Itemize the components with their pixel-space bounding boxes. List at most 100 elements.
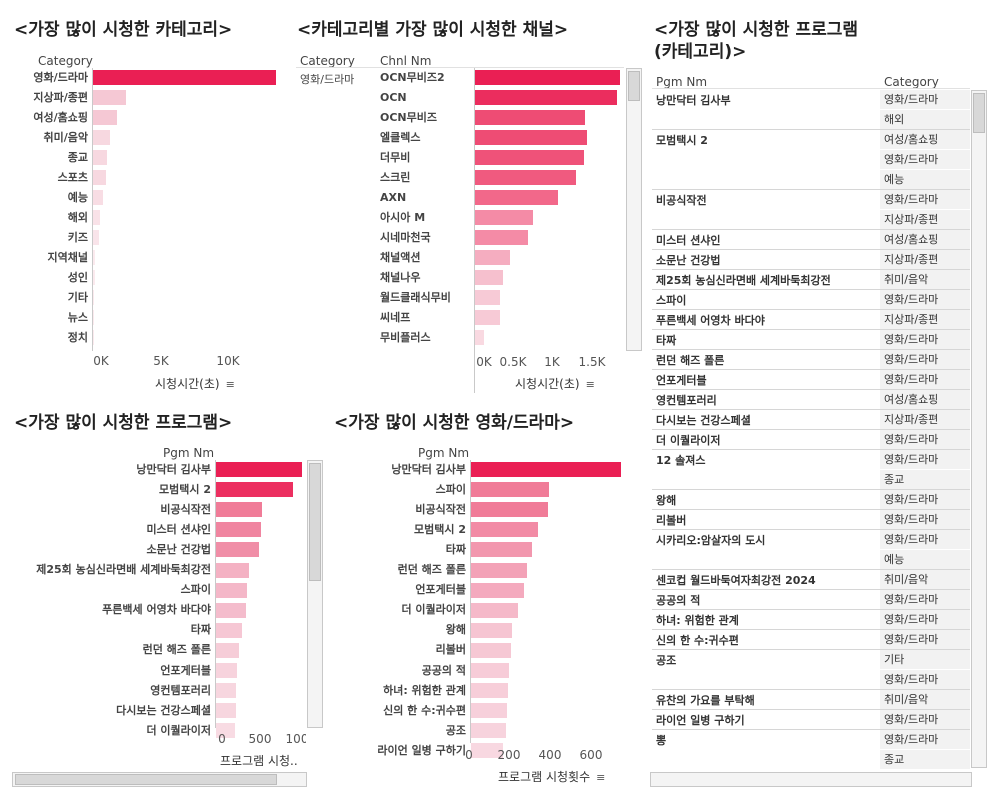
column-header-category: Category xyxy=(300,54,355,68)
bar-label: 언포게터블 xyxy=(160,663,211,677)
x-tick-label: 100 xyxy=(285,732,306,746)
sort-icon[interactable]: ≡ xyxy=(596,771,606,784)
bar-label: 공공의 적 xyxy=(421,663,466,677)
x-tick-label: 600 xyxy=(579,748,603,762)
table-cell-program: 공공의 적 xyxy=(656,594,701,607)
bar xyxy=(216,582,248,598)
program-chart-vscrollbar-thumb[interactable] xyxy=(309,463,321,581)
bar-label: 타짜 xyxy=(190,623,211,637)
row-separator xyxy=(652,189,970,190)
row-separator xyxy=(652,689,970,690)
bar xyxy=(471,542,532,558)
bar-label: 스포츠 xyxy=(57,170,88,184)
bar xyxy=(471,482,549,498)
table-vscrollbar-thumb[interactable] xyxy=(973,93,985,133)
bar-label: OCN무비즈 xyxy=(380,110,437,124)
bar-label: 모범택시 2 xyxy=(414,522,466,536)
axis-line xyxy=(215,460,216,728)
program-chart-hscrollbar[interactable] xyxy=(12,772,307,787)
bar xyxy=(475,230,529,245)
table-cell-program: 센코컵 월드바둑여자최강전 2024 xyxy=(656,574,816,587)
row-separator xyxy=(652,709,970,710)
table-cell-program: 다시보는 건강스페셜 xyxy=(656,414,751,427)
bar-label: 더무비 xyxy=(380,150,411,164)
bar xyxy=(93,250,95,265)
bar xyxy=(475,290,501,305)
bar xyxy=(471,663,509,678)
x-axis-title: 프로그램 시청.. xyxy=(220,752,298,769)
header-separator xyxy=(652,88,970,89)
row-separator xyxy=(652,389,970,390)
bar xyxy=(471,683,508,699)
bar xyxy=(216,663,238,678)
x-tick-label: 0 xyxy=(465,748,473,762)
table-cell-program: 신의 한 수:귀수편 xyxy=(656,634,739,647)
bar xyxy=(216,602,246,618)
sort-icon[interactable]: ≡ xyxy=(585,378,595,391)
table-hscrollbar[interactable] xyxy=(650,772,972,787)
bar xyxy=(471,582,524,598)
row-separator xyxy=(652,269,970,270)
table-cell-category: 해외 xyxy=(880,110,970,129)
panel-title-movies: <가장 많이 시청한 영화/드라마> xyxy=(334,413,575,433)
channel-chart-scrollbar-thumb[interactable] xyxy=(628,71,640,101)
table-cell-program: 더 이퀄라이저 xyxy=(656,434,721,447)
table-cell-category: 취미/음악 xyxy=(880,570,970,589)
row-separator xyxy=(652,449,970,450)
bar xyxy=(93,70,277,85)
bar-label: 종교 xyxy=(67,150,88,164)
sort-icon[interactable]: ≡ xyxy=(225,378,235,391)
table-cell-program: 왕해 xyxy=(656,494,677,507)
column-header-program: Pgm Nm xyxy=(418,446,470,460)
movie-drama-bar-chart: Pgm Nm 낭만닥터 김사부 스파이 비공식작전 모범택시 2 타짜 런던 해즈 폴른 언포… xyxy=(377,446,621,785)
bar-label: 공조 xyxy=(445,723,466,737)
table-cell-program: 비공식작전 xyxy=(656,194,707,207)
table-cell-category: 영화/드라마 xyxy=(880,350,970,369)
bar-label: 낭만닥터 김사부 xyxy=(391,462,466,476)
bar-label: 무비플러스 xyxy=(380,330,431,344)
bar-label: 스파이 xyxy=(435,482,466,496)
bar-label: 미스터 션샤인 xyxy=(146,522,211,536)
bar-label: 푸른백세 어영차 바다야 xyxy=(102,603,211,617)
panel-title-program-category-line2: (카테고리)> xyxy=(654,42,747,62)
table-cell-category: 영화/드라마 xyxy=(880,630,970,649)
bar xyxy=(216,683,237,699)
bar-label: 제25회 농심신라면배 세계바둑최강전 xyxy=(36,563,211,576)
x-axis-title: 프로그램 시청횟수 ≡ xyxy=(498,768,605,785)
header-separator xyxy=(296,67,624,68)
program-bar-chart: Pgm Nm 낭만닥터 김사부 모범택시 2 비공식작전 미스터 션샤인 소문난 건강법 제… xyxy=(0,0,306,770)
bar-label: 정치 xyxy=(67,330,88,344)
x-axis-title-text: 프로그램 시청횟수 xyxy=(498,770,591,784)
table-cell-category: 지상파/종편 xyxy=(880,410,970,429)
row-separator xyxy=(652,569,970,570)
table-cell-category: 영화/드라마 xyxy=(880,610,970,629)
table-vscrollbar[interactable] xyxy=(971,90,987,768)
x-axis-title: 시청시간(초) ≡ xyxy=(515,375,595,392)
table-cell-program: 영컨템포러리 xyxy=(656,394,717,407)
table-cell-category: 영화/드라마 xyxy=(880,490,970,509)
table-cell-program: 시카리오:암살자의 도시 xyxy=(656,534,766,547)
table-cell-program: 푸른백세 어영차 바다야 xyxy=(656,314,765,327)
bar xyxy=(93,330,94,345)
table-cell-category: 예능 xyxy=(880,550,970,569)
bar-label: 신의 한 수:귀수편 xyxy=(383,703,466,717)
bar-label: AXN xyxy=(380,190,407,204)
row-separator xyxy=(652,349,970,350)
table-cell-program: 제25회 농심신라면배 세계바둑최강전 xyxy=(656,274,831,287)
table-cell-program: 소문난 건강법 xyxy=(656,254,721,267)
row-separator xyxy=(652,249,970,250)
bar-label: 채널나우 xyxy=(380,270,421,284)
table-cell-category: 기타 xyxy=(880,650,970,669)
bar xyxy=(216,542,260,558)
bar xyxy=(471,602,518,618)
table-cell-program: 하녀: 위험한 관계 xyxy=(656,614,739,627)
bar-label: 언포게터블 xyxy=(415,583,466,597)
bar-label: 런던 해즈 폴른 xyxy=(142,643,211,657)
channel-chart-scrollbar[interactable] xyxy=(626,68,642,351)
table-cell-category: 여성/홈쇼핑 xyxy=(880,130,970,149)
table-cell-category: 영화/드라마 xyxy=(880,430,970,449)
program-chart-vscrollbar[interactable] xyxy=(307,460,323,728)
program-chart-hscrollbar-thumb[interactable] xyxy=(15,774,277,785)
table-cell-program: 스파이 xyxy=(656,294,687,307)
bar xyxy=(93,170,107,185)
